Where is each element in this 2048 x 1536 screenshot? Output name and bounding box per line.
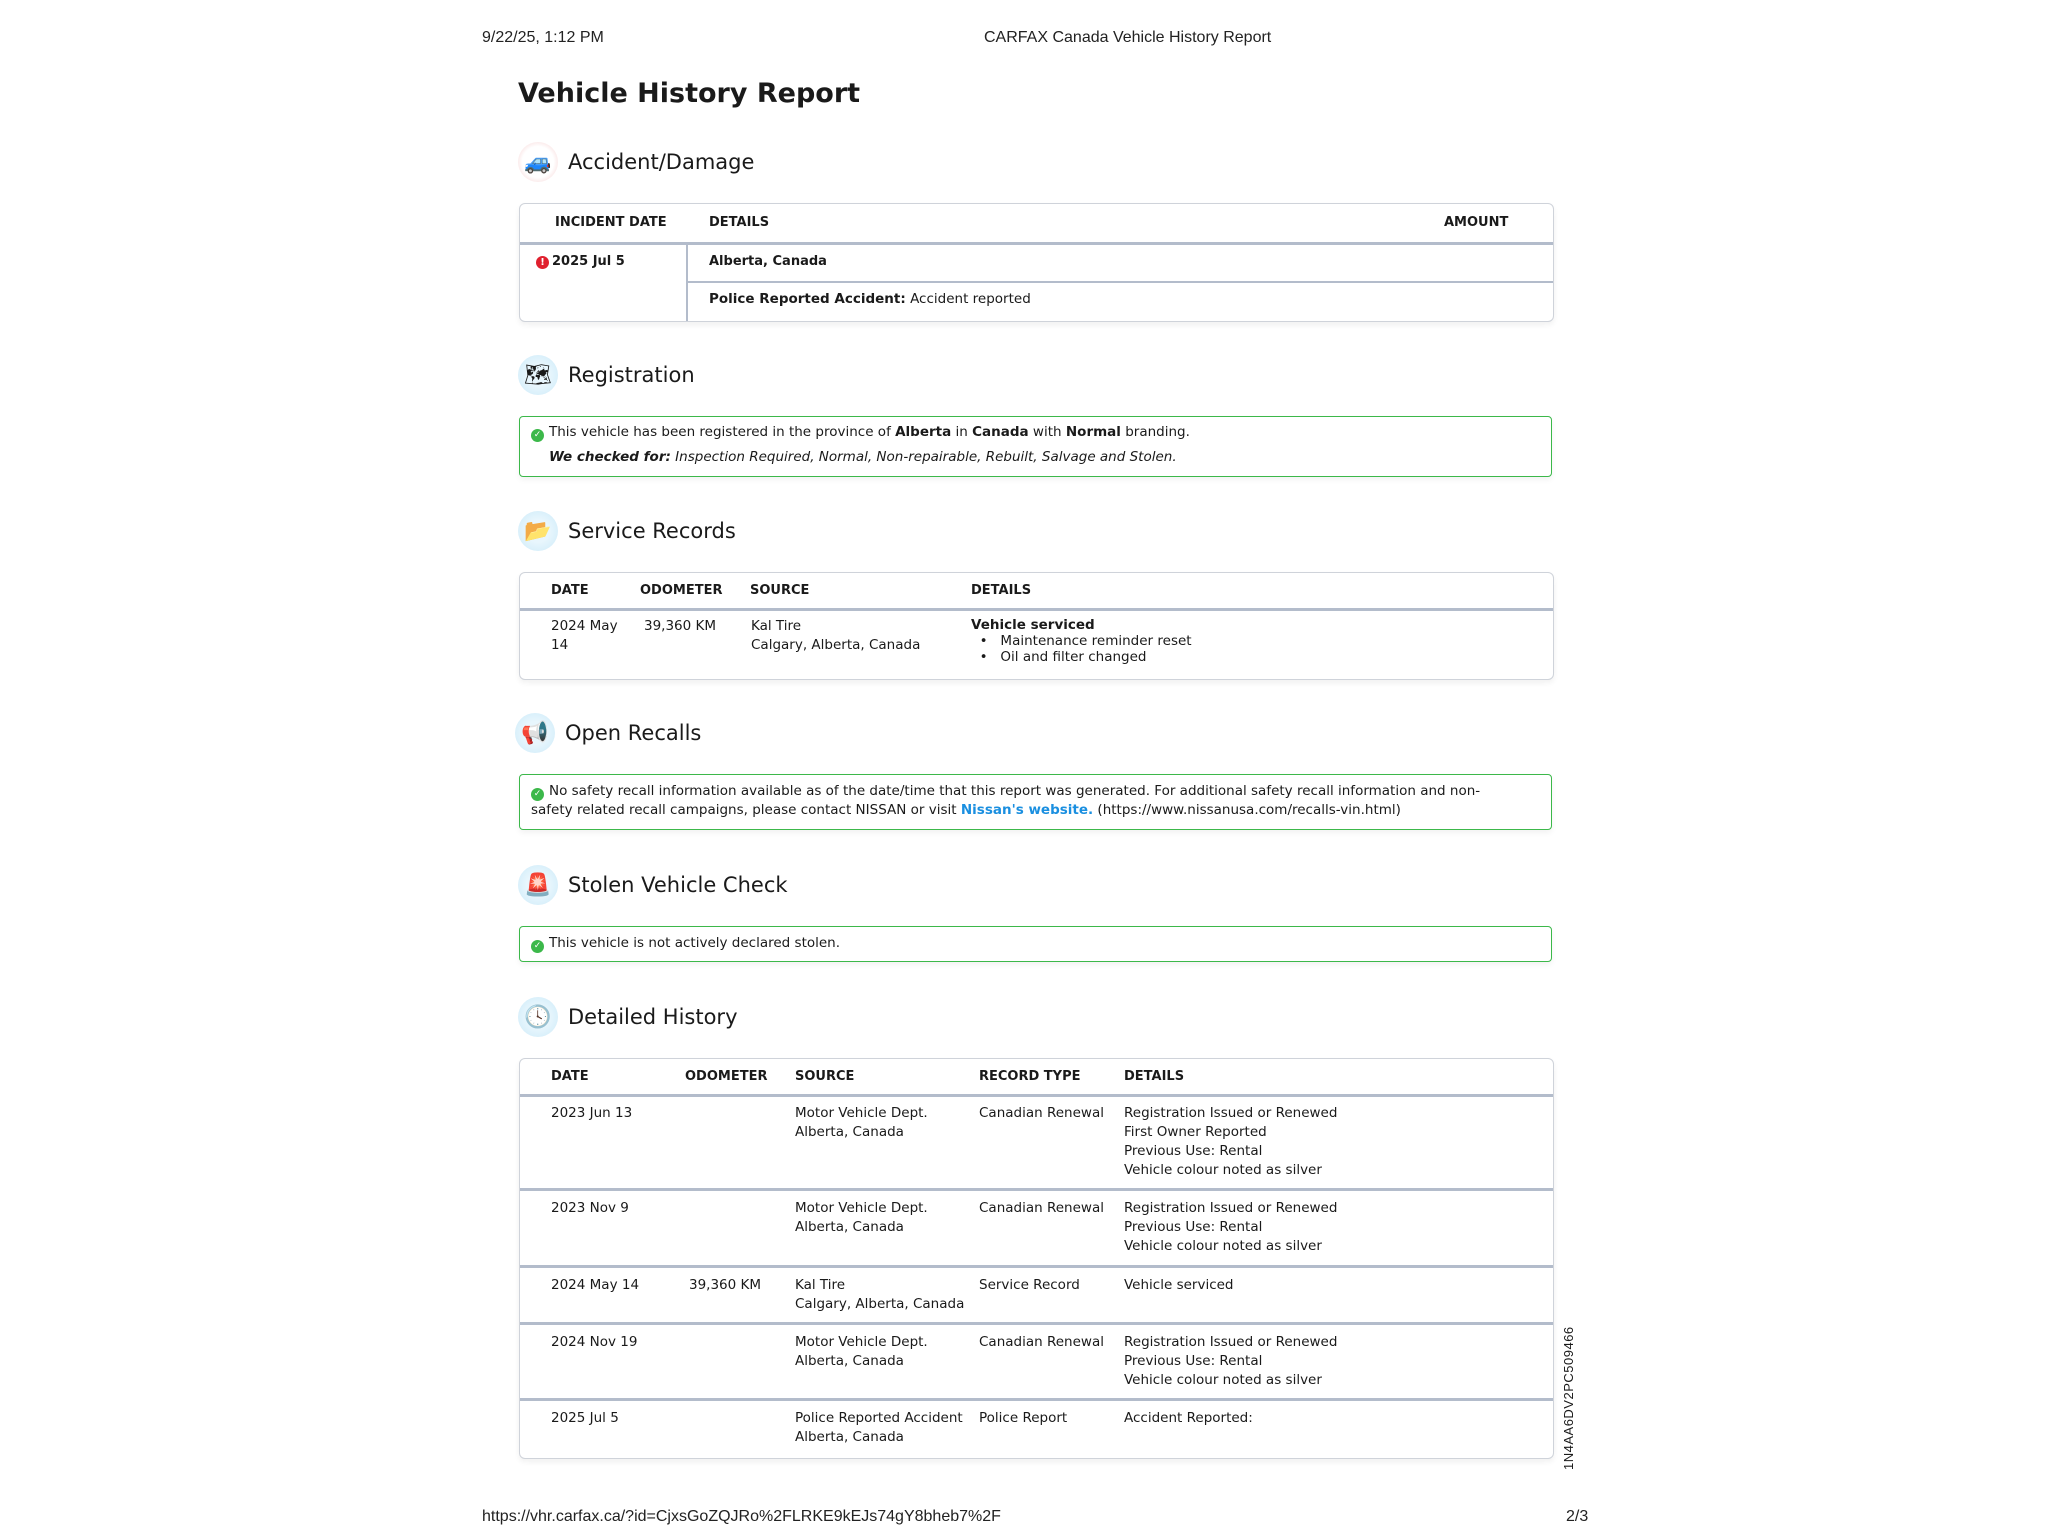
siren-icon: 🚨 [518, 865, 558, 905]
section-heading-registration: 🗺 Registration [518, 355, 695, 395]
history-date: 2024 May 14 [551, 1277, 640, 1293]
stolen-box: ✓ This vehicle is not actively declared s… [519, 926, 1552, 962]
registration-summary: ✓ This vehicle has been registered in the… [531, 423, 1190, 442]
column-header: DETAILS [1124, 1069, 1185, 1084]
section-heading-stolen: 🚨 Stolen Vehicle Check [518, 865, 788, 905]
history-record-type: Canadian Renewal [979, 1105, 1104, 1121]
column-header: INCIDENT DATE [555, 215, 667, 230]
history-date: 2023 Nov 9 [551, 1200, 629, 1216]
history-date: 2023 Jun 13 [551, 1105, 633, 1121]
history-record-type: Police Report [979, 1410, 1068, 1426]
service-source: Kal Tire Calgary, Alberta, Canada [751, 618, 921, 653]
heading-text: Stolen Vehicle Check [568, 873, 788, 897]
service-date: 2024 May 14 [551, 618, 618, 653]
history-source: Motor Vehicle Dept. Alberta, Canada [795, 1105, 928, 1140]
history-details: Accident Reported: [1124, 1410, 1253, 1426]
check-icon: ✓ [531, 788, 544, 801]
print-datetime: 9/22/25, 1:12 PM [482, 29, 604, 46]
heading-text: Detailed History [568, 1005, 738, 1029]
history-record-type: Service Record [979, 1277, 1080, 1293]
history-details: Registration Issued or Renewed First Owne… [1124, 1105, 1338, 1178]
row-divider [520, 1265, 1553, 1268]
column-header: SOURCE [750, 583, 810, 598]
incident-date: ! 2025 Jul 5 [536, 252, 625, 271]
registration-checked: We checked for: Inspection Required, Nor… [549, 449, 1177, 465]
nissan-website-link[interactable]: Nissan's website. [960, 802, 1094, 818]
print-title: CARFAX Canada Vehicle History Report [984, 29, 1272, 46]
heading-text: Service Records [568, 519, 736, 543]
print-url: https://vhr.carfax.ca/?id=CjxsGoZQJRo%2F… [482, 1508, 1001, 1525]
heading-text: Open Recalls [565, 721, 702, 745]
column-header: DATE [551, 1069, 589, 1084]
map-icon: 🗺 [518, 355, 558, 395]
history-source: Motor Vehicle Dept. Alberta, Canada [795, 1200, 928, 1235]
history-details: Vehicle serviced [1124, 1277, 1234, 1293]
page-number: 2/3 [1566, 1508, 1589, 1525]
clock-icon: 🕓 [518, 997, 558, 1037]
history-date: 2025 Jul 5 [551, 1410, 619, 1426]
alert-icon: ! [536, 256, 549, 269]
column-header: RECORD TYPE [979, 1069, 1081, 1084]
column-header: ODOMETER [685, 1069, 768, 1084]
history-details: Registration Issued or Renewed Previous U… [1124, 1334, 1338, 1388]
column-header: SOURCE [795, 1069, 855, 1084]
megaphone-icon: 📢 [515, 713, 555, 753]
service-table: DATE ODOMETER SOURCE DETAILS 2024 May 14 … [519, 572, 1554, 680]
column-header: ODOMETER [640, 583, 723, 598]
section-heading-service: 📂 Service Records [518, 511, 736, 551]
recalls-box: ✓ No safety recall information available … [519, 774, 1552, 830]
history-source: Kal Tire Calgary, Alberta, Canada [795, 1277, 965, 1312]
recalls-text: ✓ No safety recall information available … [531, 783, 1481, 818]
incident-detail: Police Reported Accident: Accident repor… [709, 291, 1031, 307]
accident-table: INCIDENT DATE DETAILS AMOUNT ! 2025 Jul 5… [519, 203, 1554, 322]
service-odometer: 39,360 KM [644, 618, 717, 634]
service-details: Vehicle serviced • Maintenance reminder … [971, 617, 1192, 665]
column-header: DETAILS [971, 583, 1032, 598]
page-title: Vehicle History Report [518, 78, 861, 109]
section-heading-recalls: 📢 Open Recalls [515, 713, 701, 753]
check-icon: ✓ [531, 429, 544, 442]
heading-text: Registration [568, 363, 695, 387]
history-record-type: Canadian Renewal [979, 1334, 1104, 1350]
column-header: DATE [551, 583, 589, 598]
incident-location: Alberta, Canada [709, 254, 827, 269]
row-divider [520, 1322, 1553, 1325]
column-header: AMOUNT [1444, 215, 1509, 230]
column-header: DETAILS [709, 215, 770, 230]
section-heading-accident: 🚙 Accident/Damage [518, 142, 754, 182]
history-record-type: Canadian Renewal [979, 1200, 1104, 1216]
check-icon: ✓ [531, 940, 544, 953]
registration-box: ✓ This vehicle has been registered in the… [519, 416, 1552, 477]
folder-icon: 📂 [518, 511, 558, 551]
vin-vertical: 1N4AA6DV2PC509466 [1561, 1326, 1576, 1470]
stolen-text: ✓ This vehicle is not actively declared s… [531, 934, 840, 953]
history-source: Police Reported Accident Alberta, Canada [795, 1410, 963, 1445]
row-divider [520, 1398, 1553, 1401]
section-heading-history: 🕓 Detailed History [518, 997, 738, 1037]
history-odometer: 39,360 KM [689, 1277, 762, 1293]
history-source: Motor Vehicle Dept. Alberta, Canada [795, 1334, 928, 1369]
tow-truck-icon: 🚙 [518, 142, 558, 182]
row-divider [520, 1188, 1553, 1191]
history-date: 2024 Nov 19 [551, 1334, 638, 1350]
heading-text: Accident/Damage [568, 150, 755, 174]
history-table: DATE ODOMETER SOURCE RECORD TYPE DETAILS… [519, 1058, 1554, 1459]
history-details: Registration Issued or Renewed Previous U… [1124, 1200, 1338, 1254]
